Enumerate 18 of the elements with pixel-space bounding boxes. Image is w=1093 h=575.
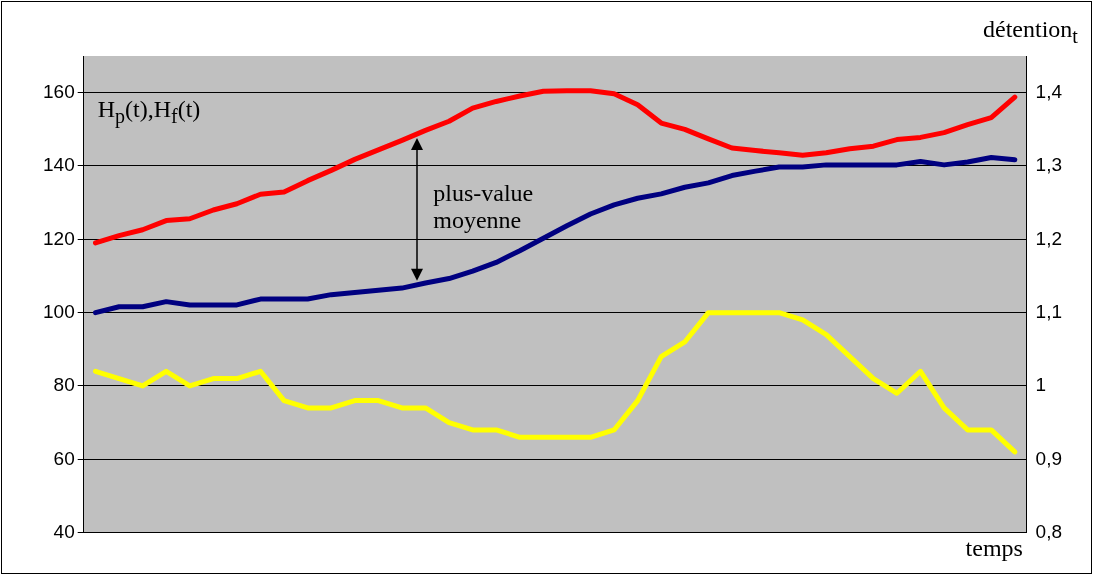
y2-axis-title: détention$_{t}$ <box>983 16 1078 47</box>
y2-tick-label: 1,3 <box>1035 154 1063 176</box>
y-tick-label: 60 <box>53 447 75 469</box>
y-tick-label: 100 <box>43 300 75 322</box>
y-axis-title: H$_{p}$(t),H$_{f}$(t) <box>97 96 201 127</box>
y2-tick-label: 0,9 <box>1035 447 1063 469</box>
y2-tick-label: 1 <box>1035 374 1047 396</box>
y-tick-label: 140 <box>43 154 75 176</box>
y2-tick-label: 1,1 <box>1035 300 1063 322</box>
y2-tick-label: 1,4 <box>1035 80 1063 102</box>
y2-tick-label: 1,2 <box>1035 227 1063 249</box>
annotation: plus-value moyenne <box>433 180 535 234</box>
y-tick-label: 80 <box>53 374 75 396</box>
y-tick-label: 40 <box>53 520 75 542</box>
y-tick-label: 120 <box>43 227 75 249</box>
y-tick-label: 160 <box>43 80 75 102</box>
y2-tick-label: 0,8 <box>1035 520 1063 542</box>
x-axis-title: temps <box>965 534 1023 561</box>
